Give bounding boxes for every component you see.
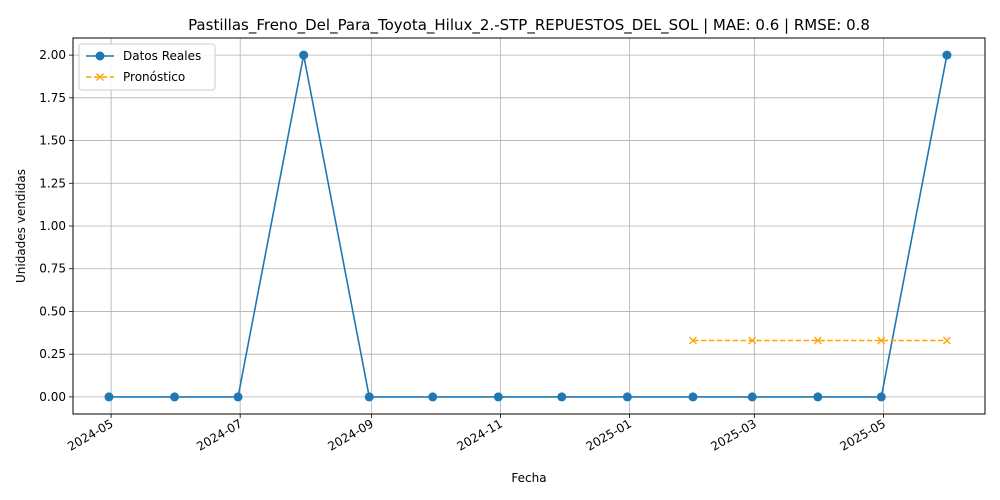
legend-entry: Pronóstico: [86, 70, 185, 84]
data-point: [428, 392, 438, 402]
series-line: [108, 54, 948, 398]
y-tick-label: 0.75: [39, 262, 66, 276]
y-tick-label: 2.00: [39, 48, 66, 62]
x-tick-label: 2025-01: [584, 416, 634, 453]
data-point: [493, 392, 503, 402]
marker-stroke: [748, 336, 757, 345]
legend: Datos Reales Pronóstico: [78, 43, 216, 91]
marker-stroke: [689, 336, 697, 345]
data-point: [622, 392, 632, 402]
x-axis-title: Fecha: [511, 471, 546, 485]
y-tick-label: 1.00: [39, 219, 66, 233]
y-axis-title: Unidades vendidas: [14, 169, 28, 283]
legend-label: Pronóstico: [123, 70, 185, 84]
data-point: [299, 50, 309, 60]
legend-entry: Datos Reales: [86, 49, 201, 63]
data-point: [747, 392, 757, 402]
y-tick-label: 1.75: [39, 91, 66, 105]
y-tick-label: 0.00: [39, 390, 66, 404]
series-pron-stico: [689, 336, 951, 345]
y-tick-label: 0.25: [39, 347, 66, 361]
data-point: [748, 336, 757, 345]
x-tick-label: 2024-07: [194, 416, 244, 453]
legend-label: Datos Reales: [123, 49, 201, 63]
axis-ticks: 0.00 0.25 0.50 0.75 1.00 1.25 1.50 1.75 2.00 2024…: [39, 48, 888, 454]
legend-marker: [95, 51, 105, 61]
data-point: [942, 336, 951, 345]
y-tick-label: 1.50: [39, 134, 66, 148]
data-point: [689, 336, 697, 345]
y-tick-label: 0.50: [39, 304, 66, 318]
marker-stroke: [877, 336, 886, 345]
series-datos-reales: [104, 50, 952, 402]
data-point: [557, 392, 567, 402]
marker-stroke: [942, 336, 951, 345]
x-tick-label: 2025-05: [838, 416, 888, 453]
data-point: [364, 392, 374, 402]
series-layer: [104, 50, 952, 402]
x-tick-label: 2024-11: [455, 416, 505, 453]
data-point: [688, 392, 698, 402]
x-tick-label: 2024-05: [65, 416, 115, 453]
data-point: [942, 50, 952, 60]
x-tick-label: 2024-09: [325, 416, 375, 453]
chart-title: Pastillas_Freno_Del_Para_Toyota_Hilux_2.…: [188, 16, 870, 35]
x-tick-label: 2025-03: [708, 416, 758, 453]
marker-stroke: [96, 73, 104, 81]
grid: [73, 38, 985, 414]
data-point: [813, 392, 823, 402]
data-point: [104, 392, 114, 402]
legend-marker: [96, 73, 104, 81]
data-point: [876, 392, 886, 402]
data-point: [813, 336, 822, 345]
data-point: [877, 336, 886, 345]
data-point: [233, 392, 243, 402]
marker-stroke: [813, 336, 822, 345]
data-point: [170, 392, 180, 402]
y-tick-label: 1.25: [39, 176, 66, 190]
